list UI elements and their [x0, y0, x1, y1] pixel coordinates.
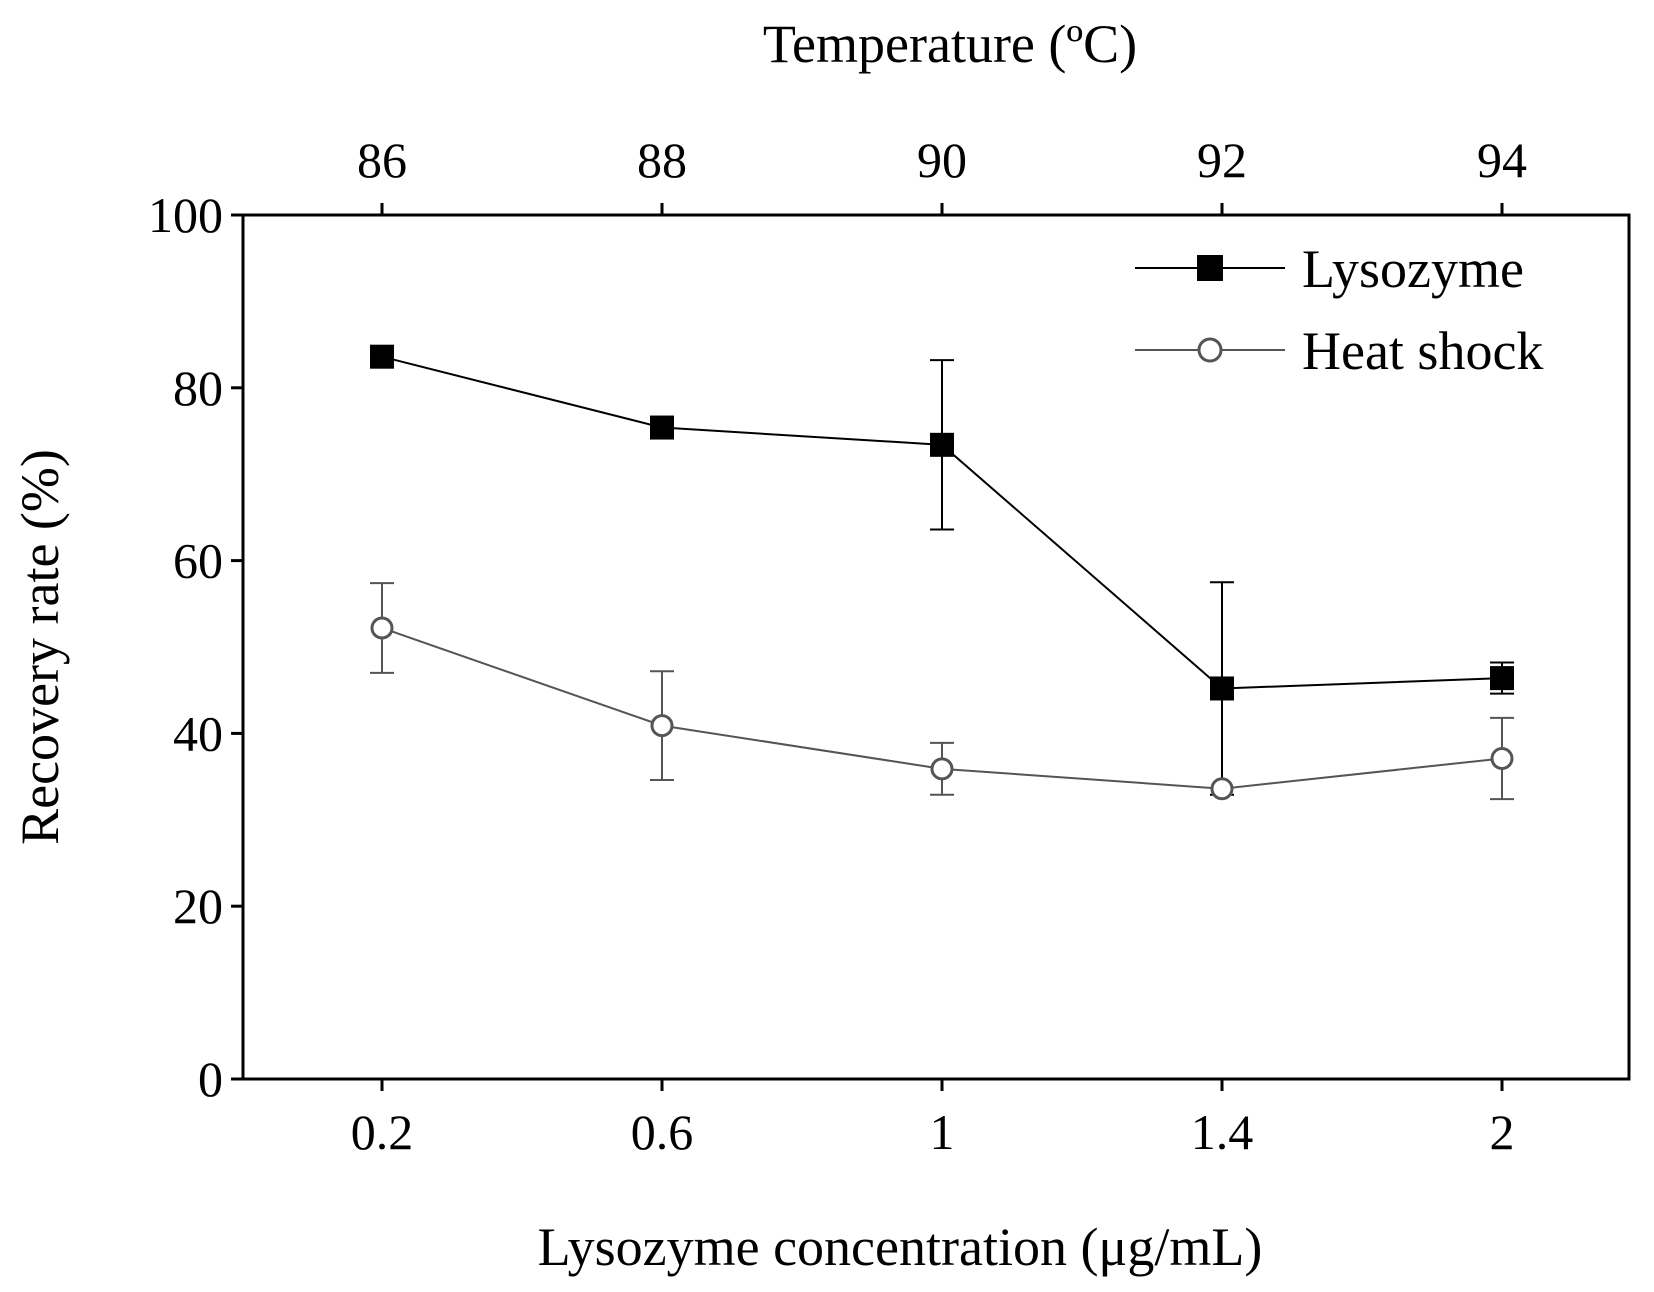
- data-point-heat-shock: [370, 616, 394, 640]
- data-point-lysozyme: [370, 344, 394, 369]
- series-heat-shock: [370, 582, 1514, 801]
- y-axis-ticks: 0 20 40 60 80 100: [148, 187, 243, 1107]
- data-point-heat-shock: [650, 714, 674, 738]
- top-tick-label: 92: [1197, 132, 1247, 188]
- data-point-lysozyme: [930, 432, 954, 457]
- legend-marker-lysozyme: [1197, 255, 1223, 281]
- legend-label-lysozyme: Lysozyme: [1302, 239, 1524, 299]
- x-tick-label: 1.4: [1191, 1104, 1254, 1160]
- data-point-heat-shock: [1210, 777, 1234, 801]
- top-tick-label: 90: [917, 132, 967, 188]
- x-tick-label: 0.2: [351, 1104, 414, 1160]
- legend-label-heat-shock: Heat shock: [1302, 321, 1543, 381]
- y-tick-label: 100: [148, 187, 223, 243]
- x-tick-label: 0.6: [631, 1104, 694, 1160]
- data-point-lysozyme: [650, 415, 674, 440]
- top-tick-label: 88: [637, 132, 687, 188]
- y-tick-label: 80: [173, 360, 223, 416]
- x-axis-ticks: 0.2 0.6 1 1.4 2: [351, 1079, 1515, 1160]
- top-tick-label: 86: [357, 132, 407, 188]
- y-axis-title: Recovery rate (%): [10, 449, 70, 845]
- data-point-heat-shock: [930, 757, 954, 781]
- x-tick-label: 2: [1490, 1104, 1515, 1160]
- y-tick-label: 20: [173, 878, 223, 934]
- y-tick-label: 60: [173, 533, 223, 589]
- y-tick-label: 40: [173, 705, 223, 761]
- plot-frame: [241, 213, 1631, 1081]
- data-point-heat-shock: [1490, 746, 1514, 770]
- data-point-lysozyme: [1490, 666, 1514, 691]
- data-point-lysozyme: [1210, 676, 1234, 701]
- x-axis-title: Lysozyme concentration (μg/mL): [538, 1217, 1263, 1277]
- series-layer: [370, 344, 1514, 801]
- x-tick-label: 1: [930, 1104, 955, 1160]
- top-tick-label: 94: [1477, 132, 1527, 188]
- top-axis-ticks: 86 88 90 92 94: [357, 132, 1527, 215]
- legend: Lysozyme Heat shock: [1135, 239, 1543, 381]
- top-axis-title: Temperature (ºC): [763, 14, 1137, 74]
- legend-marker-heat-shock: [1197, 337, 1223, 363]
- series-lysozyme: [370, 344, 1514, 796]
- y-tick-label: 0: [198, 1051, 223, 1107]
